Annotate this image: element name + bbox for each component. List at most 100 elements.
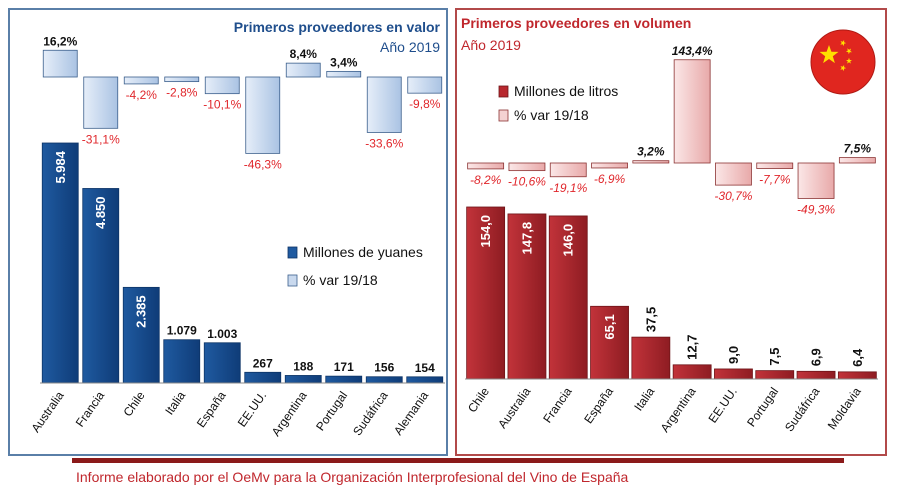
bar-pct-var: [245, 76, 281, 154]
data-label-main: 9,0: [726, 346, 741, 364]
bar-pct-var: [756, 162, 794, 169]
data-label-pct: 16,2%: [43, 34, 77, 48]
data-label-pct: 7,5%: [844, 142, 872, 156]
legend-label-main: Millones de yuanes: [303, 244, 423, 260]
legend-label-pct: % var 19/18: [514, 107, 589, 123]
bar-pct-var: [285, 62, 321, 78]
bar-pct-var: [42, 49, 78, 78]
data-label-main: 154,0: [478, 215, 493, 248]
bar-main: [284, 375, 322, 384]
category-label: España: [194, 388, 229, 430]
chart-title: Primeros proveedores en volumen: [461, 15, 691, 31]
data-label-pct: 143,4%: [672, 44, 713, 58]
bar-pct-var: [467, 162, 505, 170]
flag-disc: [810, 29, 876, 95]
bar-main: [590, 305, 629, 380]
data-label-main: 2.385: [134, 295, 149, 328]
category-label: Sudáfrica: [782, 384, 823, 434]
data-label-pct: -31,1%: [82, 132, 120, 146]
data-label-main: 146,0: [561, 224, 576, 257]
category-label: Francia: [540, 384, 575, 425]
category-label: Francia: [73, 388, 108, 429]
chart-panel-valor: Primeros proveedores en valor Año 2019 5.9…: [8, 8, 448, 456]
data-label-main: 188: [293, 359, 313, 373]
category-label: Chile: [465, 384, 492, 415]
data-label-main: 37,5: [643, 307, 658, 332]
chart-panel-volumen: Primeros proveedores en volumen Año 2019 1…: [455, 8, 887, 456]
data-label-pct: 8,4%: [290, 47, 318, 61]
bar-main: [672, 364, 712, 380]
chart-volumen: Primeros proveedores en volumen Año 2019 1…: [461, 15, 878, 435]
data-label-pct: 3,4%: [330, 55, 358, 69]
bar-pct-var: [838, 157, 876, 164]
legend-swatch-main: [287, 246, 298, 259]
category-label: EE.UU.: [705, 385, 739, 426]
data-label-main: 267: [253, 356, 273, 370]
data-label-pct: -8,2%: [470, 173, 502, 187]
legend-label-main: Millones de litros: [514, 83, 618, 99]
data-label-main: 65,1: [602, 314, 617, 339]
chart-valor: Primeros proveedores en valor Año 2019 5.9…: [28, 19, 445, 439]
bar-main: [365, 376, 403, 384]
data-label-pct: -10,1%: [203, 98, 241, 112]
legend-swatch-main: [498, 85, 509, 98]
bar-main: [631, 336, 671, 380]
bar-main: [325, 375, 363, 384]
legend-swatch-pct: [498, 109, 509, 122]
category-label: Sudáfrica: [350, 388, 391, 438]
data-label-pct: -10,6%: [508, 175, 546, 189]
data-label-main: 171: [334, 360, 354, 374]
bar-main: [163, 339, 201, 384]
category-label: Italia: [631, 384, 657, 413]
footer-text: Informe elaborado por el OeMv para la Or…: [76, 469, 629, 485]
data-label-pct: -33,6%: [365, 136, 403, 150]
data-label-main: 7,5: [767, 348, 782, 366]
category-label: Australia: [495, 384, 533, 431]
bar-pct-var: [407, 76, 443, 94]
data-label-pct: -49,3%: [797, 202, 835, 216]
data-label-pct: -9,8%: [409, 97, 441, 111]
data-label-pct: -19,1%: [549, 181, 587, 195]
bar-main: [41, 142, 79, 384]
bar-pct-var: [164, 76, 200, 83]
bar-main: [507, 213, 547, 380]
bar-pct-var: [549, 162, 587, 178]
bar-pct-var: [508, 162, 546, 172]
bar-pct-var: [123, 76, 159, 85]
flag-star-large: [819, 45, 839, 64]
bar-main: [466, 206, 506, 380]
data-label-pct: -46,3%: [244, 157, 282, 171]
chart-subtitle: Año 2019: [380, 39, 440, 55]
data-label-main: 6,4: [850, 348, 865, 367]
bar-main: [244, 371, 282, 384]
bar-main: [837, 371, 877, 380]
data-label-main: 5.984: [53, 150, 68, 183]
data-label-main: 156: [374, 361, 394, 375]
data-label-pct: -6,9%: [594, 172, 626, 186]
category-label: EE.UU.: [235, 389, 269, 430]
legend-swatch-pct: [287, 274, 298, 287]
bar-main: [82, 188, 120, 384]
category-label: Chile: [121, 388, 148, 419]
data-label-main: 12,7: [685, 335, 700, 360]
flag-star-small: [846, 57, 852, 64]
data-label-pct: -2,8%: [166, 86, 198, 100]
data-label-main: 6,9: [809, 348, 824, 366]
data-label-main: 147,8: [519, 222, 534, 255]
data-label-main: 154: [415, 361, 435, 375]
category-label: Portugal: [313, 389, 350, 434]
bar-pct-var: [326, 70, 362, 78]
china-flag-icon: [810, 29, 876, 95]
bar-pct-var: [715, 162, 752, 186]
category-label: Alemania: [391, 388, 431, 437]
bar-main: [406, 376, 444, 384]
data-label-pct: -30,7%: [714, 189, 752, 203]
category-label: Argentina: [269, 388, 310, 438]
bar-pct-var: [673, 59, 711, 164]
bar-main: [122, 286, 160, 384]
flag-star-small: [840, 40, 847, 47]
bar-main: [548, 215, 588, 380]
bar-main: [796, 370, 836, 380]
legend-label-pct: % var 19/18: [303, 272, 378, 288]
chart-subtitle: Año 2019: [461, 37, 521, 53]
